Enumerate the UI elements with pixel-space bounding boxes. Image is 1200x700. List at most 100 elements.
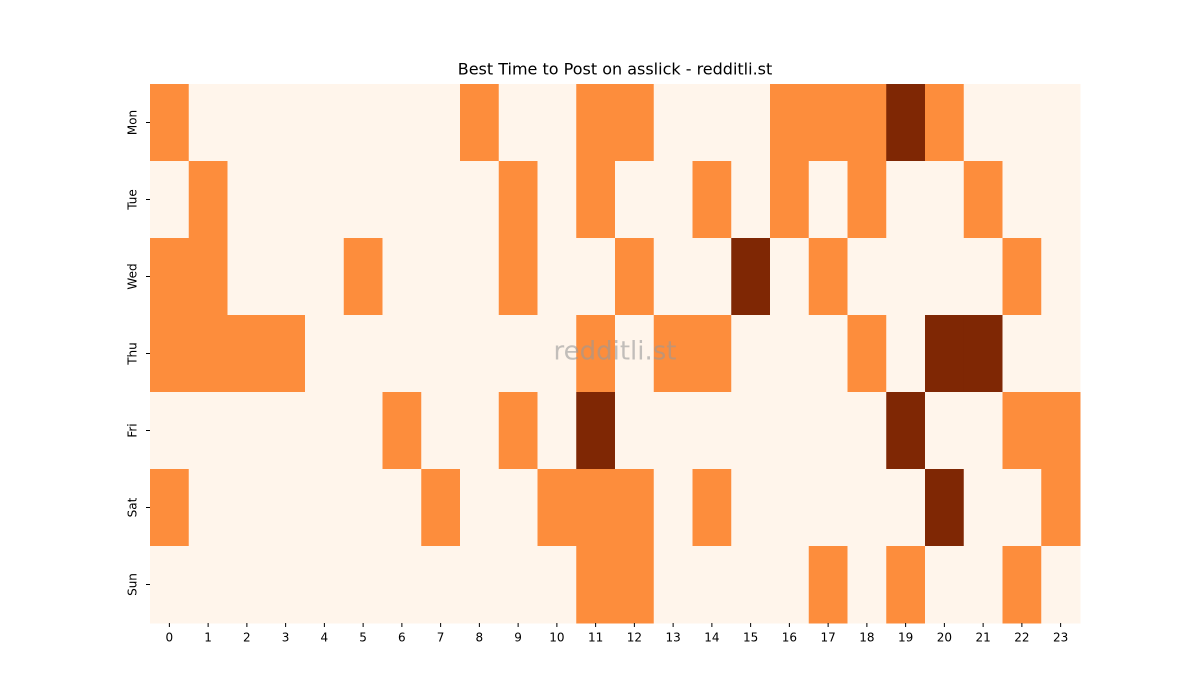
heat-cell	[382, 546, 422, 624]
heat-cell	[188, 84, 228, 162]
heat-cell	[421, 546, 461, 624]
heat-cell	[227, 161, 267, 239]
heat-cell	[925, 84, 965, 162]
x-tick-label: 13	[665, 631, 680, 645]
heat-cell	[227, 546, 267, 624]
heat-cell	[615, 161, 655, 239]
heat-cell	[731, 315, 771, 393]
heat-cell	[770, 469, 810, 547]
heat-cell	[266, 84, 306, 162]
heat-cell	[150, 546, 190, 624]
heat-cell	[227, 469, 267, 547]
x-tick-label: 11	[588, 631, 603, 645]
heat-cell	[963, 84, 1003, 162]
heat-cell	[305, 546, 345, 624]
heat-cell	[266, 238, 306, 316]
heat-cell	[188, 161, 228, 239]
heat-cell	[188, 238, 228, 316]
x-tick-label: 16	[782, 631, 797, 645]
heat-cell	[382, 392, 422, 470]
heat-cell	[653, 546, 693, 624]
heat-cell	[1041, 84, 1081, 162]
heat-cell	[770, 392, 810, 470]
heat-cell	[576, 546, 616, 624]
heat-cell	[460, 315, 500, 393]
x-tick-label: 23	[1053, 631, 1068, 645]
heat-cell	[808, 161, 848, 239]
heat-cell	[963, 392, 1003, 470]
heat-cell	[731, 238, 771, 316]
heat-cell	[305, 84, 345, 162]
heat-cell	[421, 238, 461, 316]
heat-cell	[150, 469, 190, 547]
heat-cell	[576, 238, 616, 316]
heat-cell	[1002, 469, 1042, 547]
heat-cell	[847, 161, 887, 239]
x-tick-label: 4	[321, 631, 329, 645]
heat-cell	[188, 392, 228, 470]
heat-cell	[731, 392, 771, 470]
heat-cell	[537, 84, 577, 162]
heat-cell	[692, 469, 732, 547]
heat-cell	[227, 315, 267, 393]
heat-cell	[963, 315, 1003, 393]
heat-cell	[615, 238, 655, 316]
x-tick-label: 8	[476, 631, 484, 645]
heat-cell	[498, 84, 538, 162]
heat-cell	[1041, 238, 1081, 316]
x-tick-label: 20	[937, 631, 952, 645]
heat-cell	[305, 392, 345, 470]
heat-cell	[266, 315, 306, 393]
heat-cell	[925, 469, 965, 547]
heat-cell	[460, 392, 500, 470]
heat-cell	[421, 84, 461, 162]
heat-cell	[227, 392, 267, 470]
heat-cell	[1041, 392, 1081, 470]
heat-cell	[731, 469, 771, 547]
heat-cell	[808, 238, 848, 316]
heat-cell	[692, 546, 732, 624]
heat-cell	[808, 392, 848, 470]
heat-cell	[615, 392, 655, 470]
heat-cell	[847, 84, 887, 162]
heat-cell	[343, 161, 383, 239]
heat-cell	[615, 546, 655, 624]
heat-cell	[1002, 315, 1042, 393]
heat-cell	[343, 238, 383, 316]
heat-cell	[925, 546, 965, 624]
heat-cell	[808, 546, 848, 624]
heat-cell	[808, 315, 848, 393]
heat-cell	[343, 392, 383, 470]
heat-cell	[498, 469, 538, 547]
heat-cell	[382, 469, 422, 547]
heat-cell	[576, 84, 616, 162]
heat-cell	[770, 161, 810, 239]
x-tick-label: 18	[859, 631, 874, 645]
y-tick-label: Fri	[126, 423, 140, 437]
heat-cell	[653, 392, 693, 470]
heat-cell	[963, 546, 1003, 624]
y-tick-label: Wed	[126, 263, 140, 289]
heat-cell	[305, 469, 345, 547]
x-tick-label: 7	[437, 631, 445, 645]
heat-cell	[305, 161, 345, 239]
heat-cell	[343, 546, 383, 624]
watermark: redditli.st	[554, 337, 677, 367]
heat-cell	[653, 84, 693, 162]
heat-cell	[1002, 84, 1042, 162]
heat-cell	[847, 238, 887, 316]
x-tick-label: 2	[243, 631, 251, 645]
heat-cell	[498, 392, 538, 470]
x-tick-label: 12	[627, 631, 642, 645]
x-tick-label: 3	[282, 631, 290, 645]
heat-cell	[653, 238, 693, 316]
heat-cell	[382, 84, 422, 162]
heat-cell	[576, 161, 616, 239]
heat-cell	[847, 546, 887, 624]
heat-cell	[266, 161, 306, 239]
y-tick-label: Thu	[126, 342, 140, 366]
heat-cell	[770, 238, 810, 316]
heat-cell	[847, 469, 887, 547]
heat-cell	[266, 469, 306, 547]
